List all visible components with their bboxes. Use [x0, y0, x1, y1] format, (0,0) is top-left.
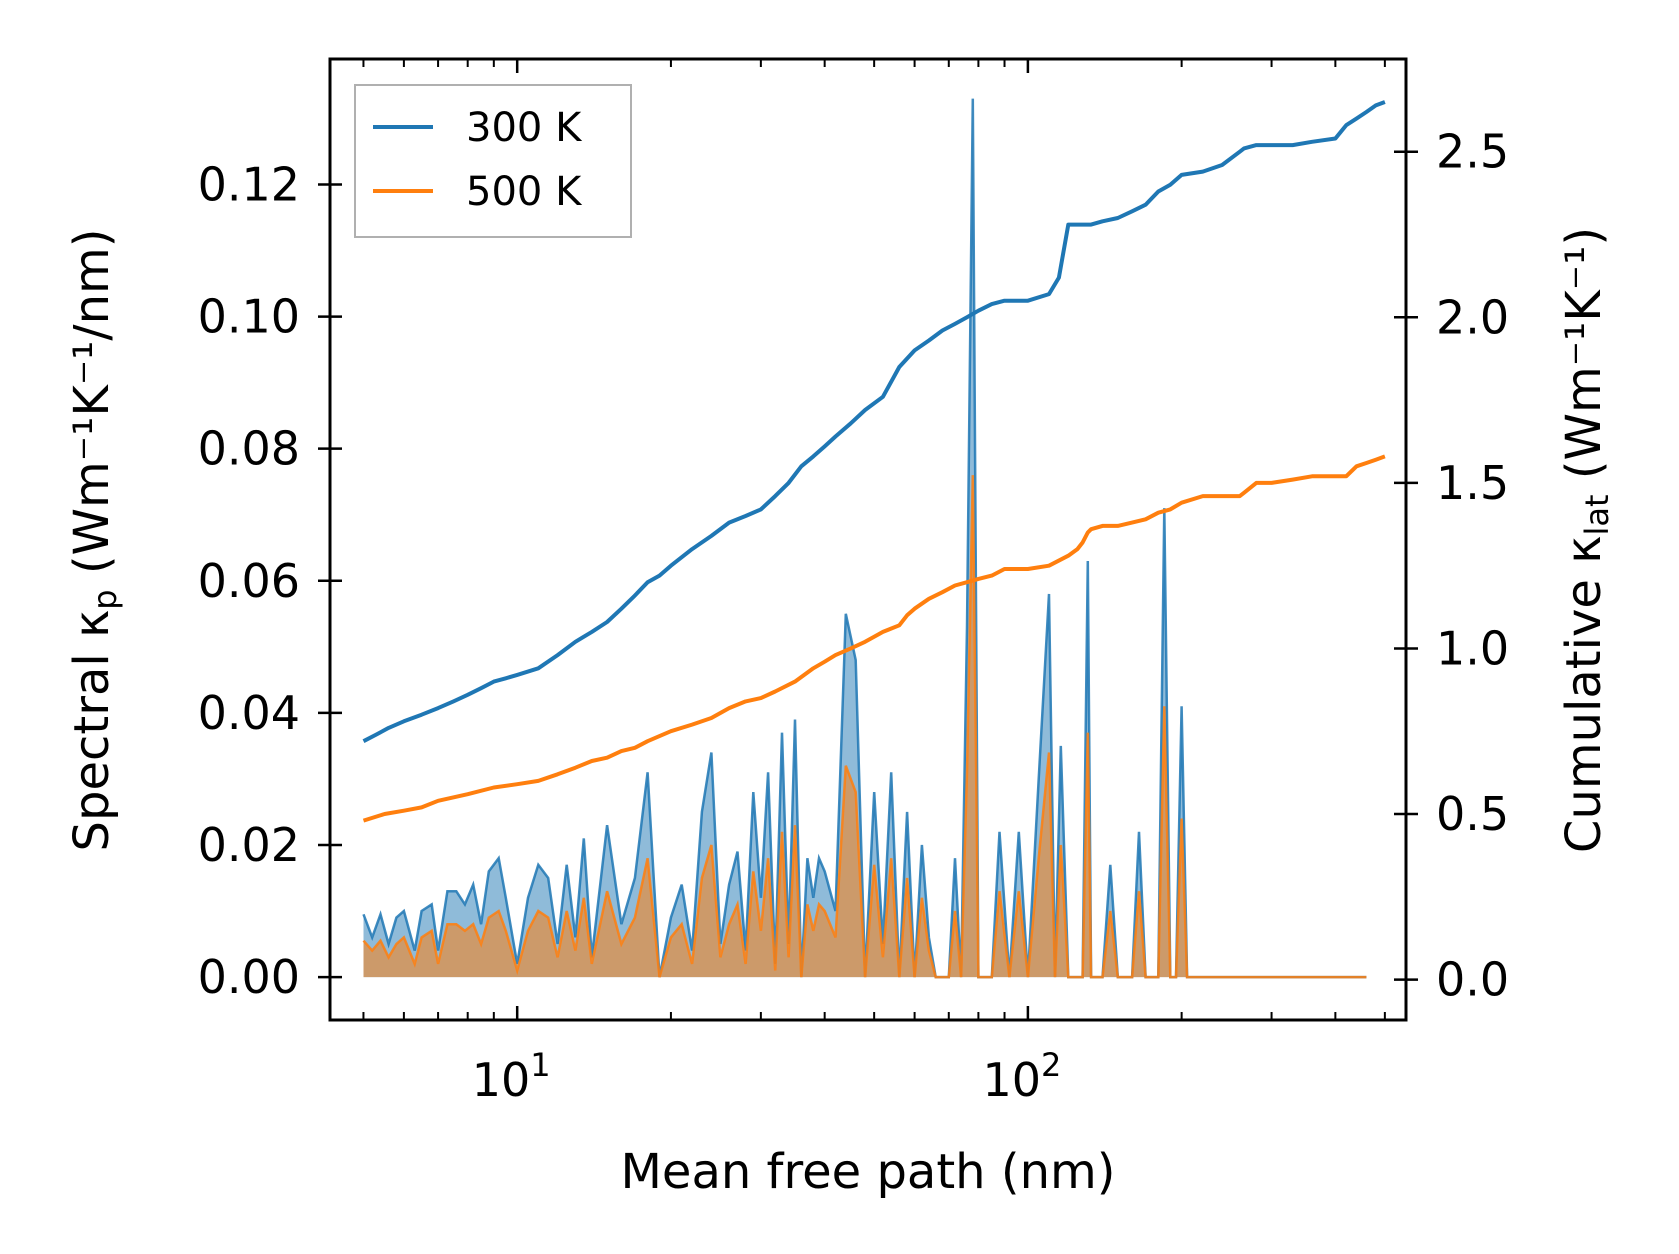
- y-left-tick-label: 0.02: [198, 818, 300, 872]
- y-left-tick-label: 0.10: [198, 290, 300, 344]
- y-left-label-main: Spectral κ: [64, 610, 120, 852]
- legend-box: [354, 84, 632, 238]
- y-left-tick-label: 0.06: [198, 554, 300, 608]
- y-right-label-sub: lat: [1578, 495, 1616, 536]
- y-right-label-units: (Wm⁻¹K⁻¹): [1556, 227, 1612, 495]
- cumulative-line-300k: [362, 100, 1386, 743]
- legend-label-500k: 500 K: [466, 169, 583, 215]
- cumulative-line-500k: [362, 454, 1386, 823]
- y-left-label-units: (Wm⁻¹K⁻¹/nm): [64, 229, 120, 590]
- y-left-label-sub: p: [86, 589, 124, 609]
- x-tick-label: 101: [472, 1046, 551, 1107]
- x-axis-label: Mean free path (nm): [621, 1144, 1116, 1200]
- y-right-tick-label: 0.5: [1436, 787, 1509, 841]
- y-right-tick-label: 2.0: [1436, 290, 1509, 344]
- y-left-tick-label: 0.00: [198, 950, 300, 1004]
- plot-frame: [328, 57, 1408, 1022]
- y-right-tick-label: 2.5: [1436, 125, 1509, 179]
- legend: 300 K 500 K: [354, 84, 632, 238]
- y-left-tick-label: 0.12: [198, 157, 300, 211]
- y-right-tick-label: 0.0: [1436, 953, 1509, 1007]
- y-right-tick-label: 1.5: [1436, 456, 1509, 510]
- y-axis-right-label: Cumulative κlat (Wm⁻¹K⁻¹): [1556, 227, 1616, 853]
- y-right-label-main: Cumulative κ: [1556, 536, 1612, 854]
- y-left-tick-label: 0.08: [198, 422, 300, 476]
- spectral-areas: [362, 98, 1367, 979]
- spectral-line-500k: [362, 475, 1367, 979]
- y-right-tick-label: 1.0: [1436, 621, 1509, 675]
- legend-label-300k: 300 K: [466, 105, 583, 151]
- y-axis-left-label: Spectral κp (Wm⁻¹K⁻¹/nm): [64, 229, 124, 852]
- x-tick-label: 102: [982, 1046, 1061, 1107]
- axis-ticks: 101 102 0.00 0.02 0.04 0.06 0.08 0.10 0.12 0.0 0.5…: [198, 59, 1509, 1107]
- cumulative-lines: [362, 100, 1386, 823]
- y-left-tick-label: 0.04: [198, 686, 300, 740]
